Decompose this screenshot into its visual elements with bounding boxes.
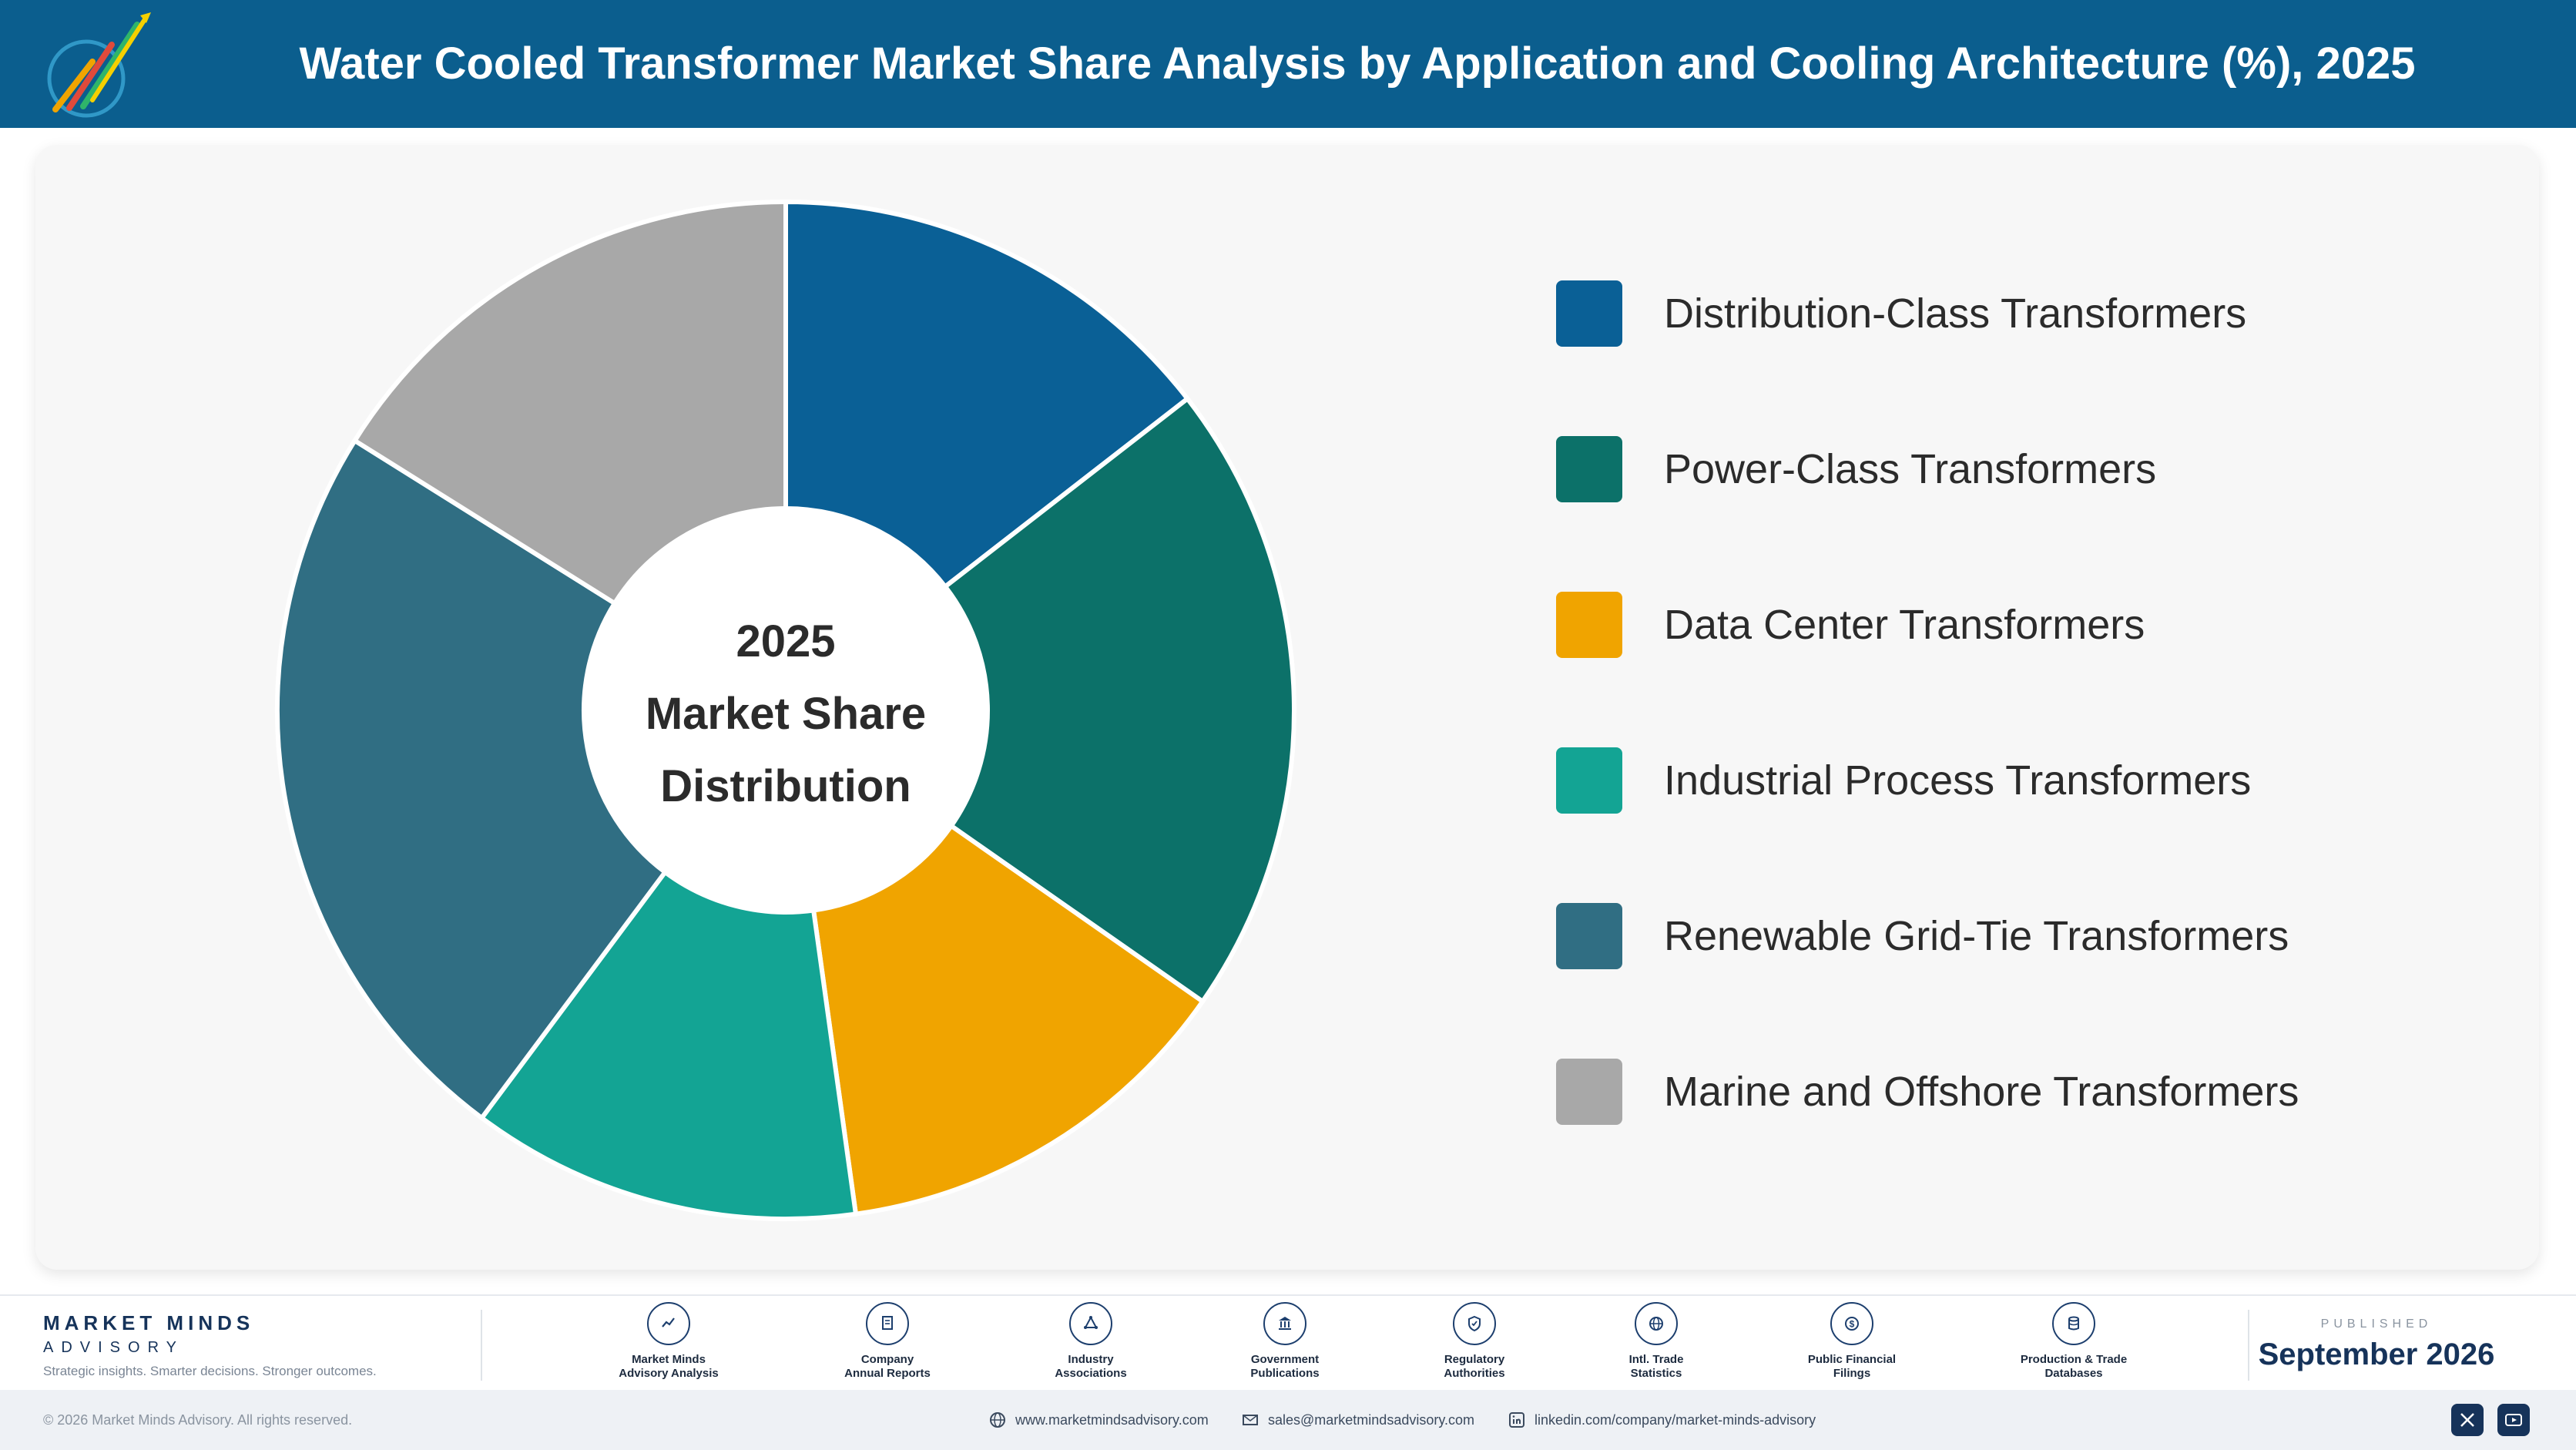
donut-slice-3 (810, 822, 1206, 1217)
legend-label: Data Center Transformers (1664, 602, 2145, 648)
bottom-bar: © 2026 Market Minds Advisory. All rights… (0, 1390, 2576, 1450)
donut-center (584, 509, 988, 912)
dollar-icon: $ (1830, 1302, 1873, 1345)
x-social-button[interactable] (2451, 1404, 2484, 1436)
chart-panel: 2025 Market Share Distribution Distributio… (35, 145, 2539, 1270)
youtube-icon (2505, 1414, 2522, 1426)
legend-label: Renewable Grid-Tie Transformers (1664, 913, 2289, 959)
legend-label: Industrial Process Transformers (1664, 757, 2252, 804)
legend-label: Marine and Offshore Transformers (1664, 1069, 2299, 1115)
svg-text:$: $ (1850, 1319, 1855, 1330)
brand-subtitle: ADVISORY (43, 1339, 184, 1356)
header-bar: Water Cooled Transformer Market Share An… (0, 0, 2576, 128)
footer-divider (2248, 1310, 2249, 1381)
donut-center-label: Market Share (646, 689, 926, 739)
source-label: Industry Associations (1055, 1353, 1127, 1380)
source-label: Production & Trade Databases (2020, 1353, 2128, 1380)
footer: MARKET MINDS ADVISORY Strategic insights… (0, 1294, 2576, 1390)
published-date: September 2026 (2258, 1338, 2495, 1371)
source-label: Market Minds Advisory Analysis (619, 1353, 719, 1380)
brand-tagline: Strategic insights. Smarter decisions. S… (43, 1364, 377, 1378)
legend-item: Distribution-Class Transformers (1556, 280, 2480, 347)
source-item: Production & Trade Databases (1997, 1302, 2151, 1381)
website-text: www.marketmindsadvisory.com (1015, 1411, 1209, 1428)
legend-item: Power-Class Transformers (1556, 436, 2480, 502)
source-label: Government Publications (1250, 1353, 1320, 1380)
legend-swatch (1556, 903, 1622, 969)
source-item: $ Public Financial Filings (1775, 1302, 1929, 1381)
legend-label: Distribution-Class Transformers (1664, 290, 2247, 337)
legend-label: Power-Class Transformers (1664, 446, 2157, 492)
linkedin-link[interactable]: linkedin.com/company/market-minds-adviso… (1508, 1390, 1816, 1450)
linkedin-icon (1509, 1412, 1524, 1428)
source-item: Company Annual Reports (810, 1302, 964, 1381)
source-label: Intl. Trade Statistics (1628, 1353, 1684, 1380)
source-label: Company Annual Reports (844, 1353, 931, 1380)
mail-icon (1243, 1415, 1258, 1425)
network-icon (1069, 1302, 1112, 1345)
legend-item: Marine and Offshore Transformers (1556, 1059, 2480, 1125)
trend-icon (647, 1302, 690, 1345)
legend-swatch (1556, 747, 1622, 814)
legend-swatch (1556, 436, 1622, 502)
legend-item: Data Center Transformers (1556, 592, 2480, 658)
globe-icon (990, 1412, 1005, 1428)
linkedin-text: linkedin.com/company/market-minds-adviso… (1535, 1411, 1816, 1428)
website-link[interactable]: www.marketmindsadvisory.com (989, 1390, 1209, 1450)
source-item: Intl. Trade Statistics (1579, 1302, 1733, 1381)
database-icon (2052, 1302, 2095, 1345)
legend-swatch (1556, 280, 1622, 347)
source-label: Regulatory Authorities (1444, 1353, 1505, 1380)
brand-name: MARKET MINDS (43, 1311, 255, 1334)
source-label: Public Financial Filings (1807, 1353, 1897, 1380)
donut-chart: 2025 Market Share Distribution (275, 199, 1296, 1221)
globe-icon (1635, 1302, 1678, 1345)
email-link[interactable]: sales@marketmindsadvisory.com (1242, 1390, 1474, 1450)
email-text: sales@marketmindsadvisory.com (1268, 1411, 1475, 1428)
footer-divider (481, 1310, 482, 1381)
document-icon (866, 1302, 909, 1345)
source-item: Regulatory Authorities (1397, 1302, 1551, 1381)
source-item: Government Publications (1208, 1302, 1362, 1381)
legend-swatch (1556, 1059, 1622, 1125)
legend-item: Industrial Process Transformers (1556, 747, 2480, 814)
donut-center-label: 2025 (736, 616, 835, 666)
source-item: Industry Associations (1014, 1302, 1168, 1381)
company-logo-icon (47, 12, 151, 118)
legend-item: Renewable Grid-Tie Transformers (1556, 903, 2480, 969)
x-icon (2460, 1413, 2474, 1427)
legend-swatch (1556, 592, 1622, 658)
source-item: Market Minds Advisory Analysis (592, 1302, 746, 1381)
copyright-text: © 2026 Market Minds Advisory. All rights… (43, 1412, 353, 1428)
donut-center-label: Distribution (660, 761, 911, 811)
published-label: PUBLISHED (2320, 1317, 2433, 1331)
government-icon (1263, 1302, 1306, 1345)
youtube-social-button[interactable] (2497, 1404, 2530, 1436)
shield-icon (1453, 1302, 1496, 1345)
page-title: Water Cooled Transformer Market Share An… (299, 39, 2416, 89)
